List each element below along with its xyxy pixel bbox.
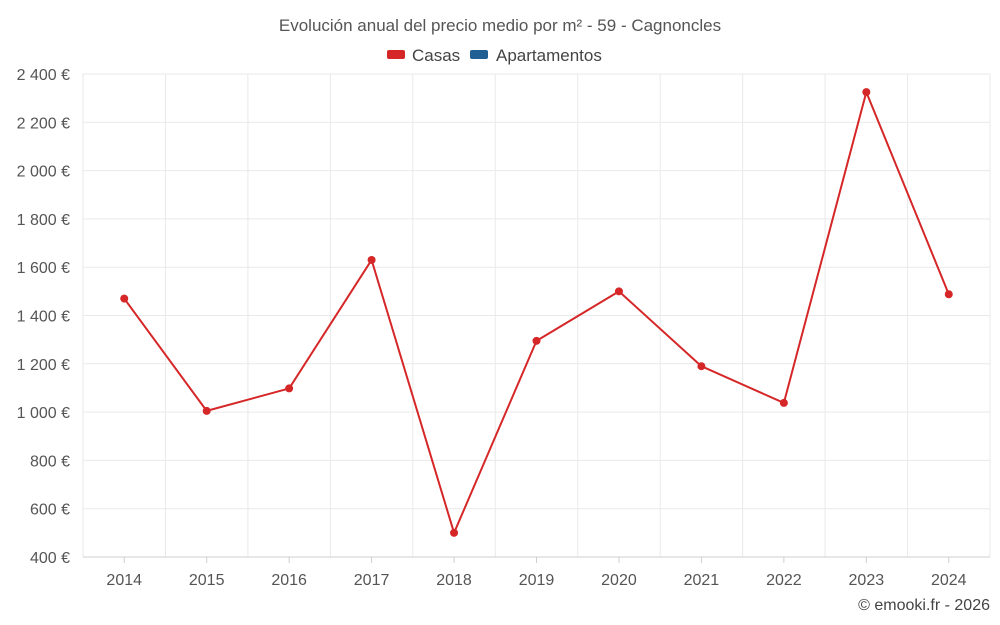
x-tick-label: 2022 [766,572,802,589]
data-point[interactable] [532,336,541,345]
x-tick-label: 2021 [684,572,720,589]
y-tick-label: 2 200 € [17,115,70,132]
x-tick-label: 2020 [601,572,637,589]
y-tick-label: 400 € [30,550,70,567]
credit-text: © emooki.fr - 2026 [858,597,990,614]
x-tick-label: 2014 [106,572,142,589]
data-point[interactable] [202,406,211,415]
data-point[interactable] [944,290,953,299]
data-point[interactable] [697,362,706,371]
legend-label-apartamentos[interactable]: Apartamentos [496,46,602,65]
data-point[interactable] [862,88,871,97]
data-point[interactable] [367,255,376,264]
data-point[interactable] [450,528,459,537]
y-tick-label: 1 400 € [17,309,70,326]
x-tick-label: 2024 [931,572,967,589]
x-tick-label: 2017 [354,572,390,589]
y-tick-label: 600 € [30,502,70,519]
axes: 400 € 600 € 800 € 1 000 € 1 200 € 1 400 € 1 60… [17,67,990,589]
chart-title: Evolución anual del precio medio por m² … [279,16,721,35]
x-tick-label: 2023 [849,572,885,589]
data-point[interactable] [614,287,623,296]
legend-swatch-casas [387,50,405,59]
y-tick-label: 800 € [30,453,70,470]
series [120,88,953,537]
data-point[interactable] [120,294,129,303]
x-tick-label: 2019 [519,572,555,589]
y-tick-label: 1 800 € [17,212,70,229]
x-tick-label: 2015 [189,572,225,589]
x-tick-label: 2016 [271,572,307,589]
legend-swatch-apartamentos [470,50,488,59]
grid [82,73,991,557]
y-tick-label: 1 600 € [17,260,70,277]
legend: Casas Apartamentos [387,46,602,65]
y-tick-label: 2 400 € [17,67,70,84]
y-tick-label: 1 200 € [17,357,70,374]
y-tick-label: 1 000 € [17,405,70,422]
x-tick-label: 2018 [436,572,472,589]
legend-label-casas[interactable]: Casas [412,46,460,65]
data-point[interactable] [285,384,294,393]
data-point[interactable] [779,398,788,407]
y-tick-label: 2 000 € [17,164,70,181]
